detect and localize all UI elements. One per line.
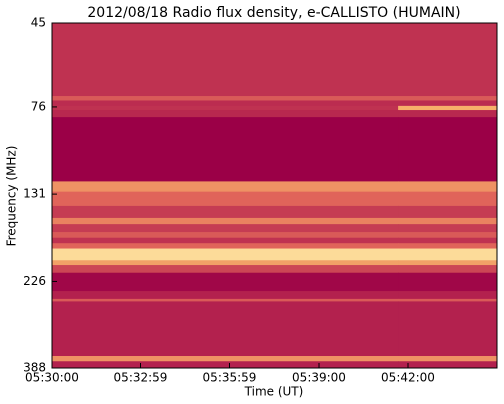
cell — [398, 248, 498, 261]
cell — [398, 243, 498, 250]
cell — [398, 117, 498, 182]
cell — [398, 191, 498, 207]
cell — [52, 191, 399, 207]
plot-frame — [51, 22, 498, 369]
cell — [398, 291, 498, 300]
cell — [52, 232, 399, 239]
y-tick-label: 226 — [23, 274, 46, 288]
x-tick-label: 05:32:59 — [114, 371, 168, 385]
cell — [52, 260, 399, 266]
cell — [52, 205, 399, 219]
x-tick-label: 05:30:00 — [25, 371, 79, 385]
cell — [52, 23, 399, 97]
cell — [52, 356, 399, 362]
cell — [398, 265, 498, 274]
cell — [52, 298, 399, 302]
x-tick-label: 05:35:59 — [203, 371, 257, 385]
cell — [52, 272, 399, 292]
cell — [398, 105, 498, 111]
cell — [398, 301, 498, 357]
cell — [398, 23, 498, 97]
cell — [52, 248, 399, 261]
cell — [52, 96, 399, 101]
x-tick-label: 05:42:00 — [381, 371, 435, 385]
cell — [52, 100, 399, 107]
cell — [398, 224, 498, 233]
cell — [398, 181, 498, 193]
cell — [398, 217, 498, 225]
cell — [398, 232, 498, 239]
cell — [398, 298, 498, 302]
cell — [52, 181, 399, 193]
cell — [398, 205, 498, 219]
cell — [398, 100, 498, 107]
cell — [398, 110, 498, 118]
cell — [398, 272, 498, 292]
cell — [52, 243, 399, 250]
y-tick-label: 131 — [23, 187, 46, 201]
cell — [52, 117, 399, 182]
cell — [52, 105, 399, 111]
cell — [52, 301, 399, 357]
cell — [398, 356, 498, 362]
cell — [52, 361, 399, 369]
cell — [398, 237, 498, 244]
y-tick-label: 45 — [31, 16, 46, 30]
cell — [52, 110, 399, 118]
cell — [398, 260, 498, 266]
cell — [52, 265, 399, 274]
y-tick-label: 76 — [31, 99, 46, 113]
chart-title: 2012/08/18 Radio flux density, e-CALLIST… — [87, 5, 460, 21]
x-axis-label: Time (UT) — [244, 385, 304, 399]
cell — [52, 291, 399, 300]
y-tick-label: 388 — [23, 361, 46, 375]
cell — [398, 96, 498, 101]
cell — [52, 224, 399, 233]
cell — [52, 237, 399, 244]
x-tick-label: 05:39:00 — [292, 371, 346, 385]
y-axis-label: Frequency (MHz) — [5, 146, 19, 247]
cell — [52, 217, 399, 225]
cell — [398, 361, 498, 369]
